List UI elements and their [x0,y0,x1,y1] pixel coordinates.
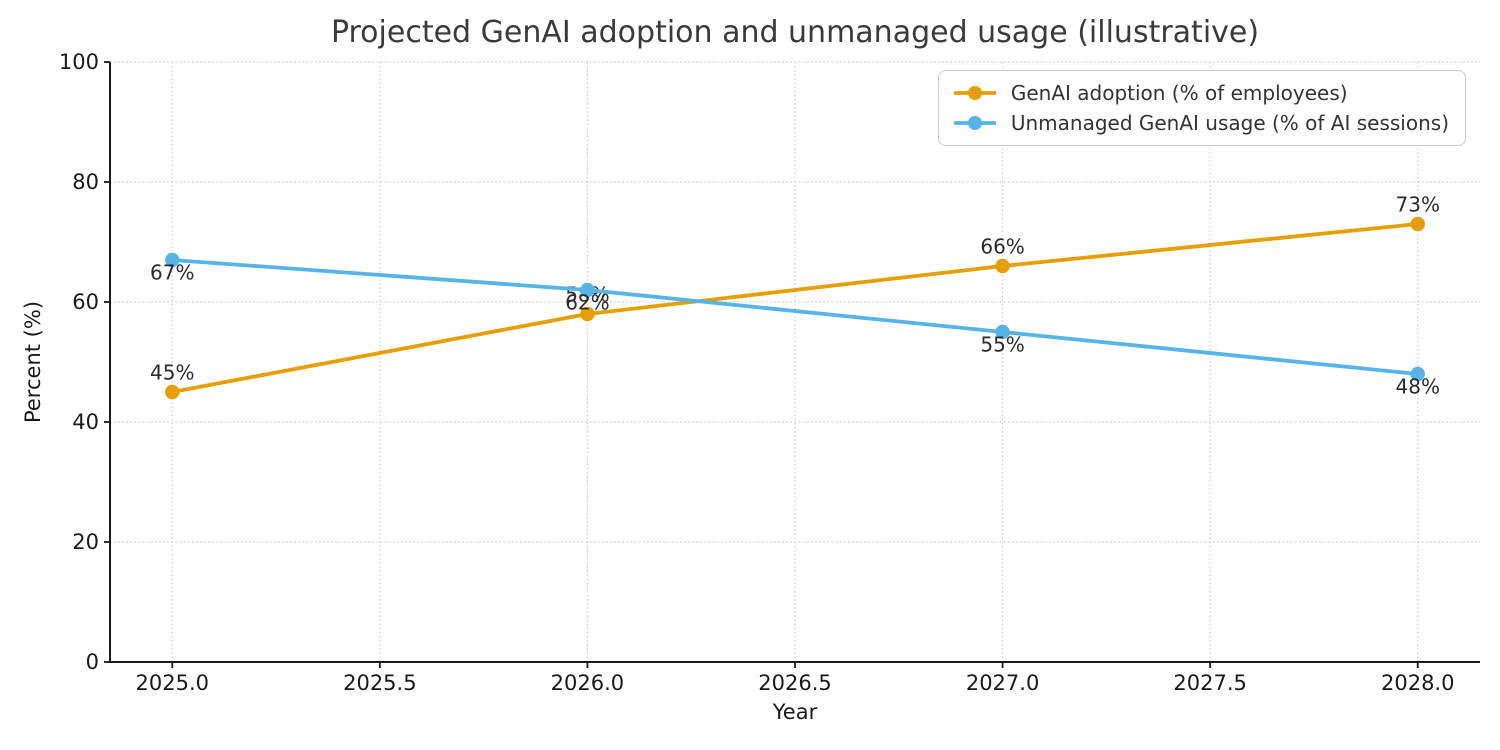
legend-line-marker-icon [953,116,996,130]
point-label-unmanaged-usage: 48% [1396,375,1440,399]
y-tick-label: 60 [72,290,99,314]
data-point-unmanaged-usage [580,282,595,298]
chart-title: Projected GenAI adoption and unmanaged u… [330,15,1260,50]
data-point-genai-adoption [1410,216,1425,232]
legend: GenAI adoption (% of employees) Unmanage… [937,70,1466,146]
legend-line-marker-icon [953,86,996,100]
series-line-genai-adoption [170,222,1420,394]
point-label-genai-adoption: 66% [980,235,1024,259]
data-point-genai-adoption [580,306,595,322]
y-tick-label: 0 [86,650,99,674]
series-line-unmanaged-usage [170,258,1420,376]
legend-label: Unmanaged GenAI usage (% of AI sessions) [1010,111,1449,135]
x-tick-label: 2026.5 [758,671,831,695]
point-label-genai-adoption: 73% [1396,193,1440,217]
x-tick-label: 2027.5 [1173,671,1246,695]
x-tick-label: 2025.0 [136,671,209,695]
y-tick-label: 80 [72,170,99,194]
y-tick-label: 100 [59,50,99,74]
data-point-genai-adoption [995,258,1010,274]
data-point-genai-adoption [165,384,180,400]
point-label-unmanaged-usage: 62% [565,291,609,315]
data-point-unmanaged-usage [995,324,1010,340]
x-tick-label: 2026.0 [551,671,624,695]
y-tick-label: 40 [72,410,99,434]
legend-item-genai-adoption: GenAI adoption (% of employees) [951,81,1449,105]
y-tick-label: 20 [72,530,99,554]
point-label-unmanaged-usage: 67% [150,261,194,285]
data-point-unmanaged-usage [165,252,180,268]
point-label-genai-adoption: 45% [150,361,194,385]
x-tick-label: 2025.5 [343,671,416,695]
point-label-unmanaged-usage: 55% [980,333,1024,357]
x-tick-label: 2028.0 [1381,671,1454,695]
y-axis-label: Percent (%) [21,300,45,424]
legend-item-unmanaged-usage: Unmanaged GenAI usage (% of AI sessions) [951,111,1449,135]
x-tick-label: 2027.0 [966,671,1039,695]
data-point-unmanaged-usage [1410,366,1425,382]
x-axis-label: Year [772,700,818,724]
legend-label: GenAI adoption (% of employees) [1010,81,1348,105]
